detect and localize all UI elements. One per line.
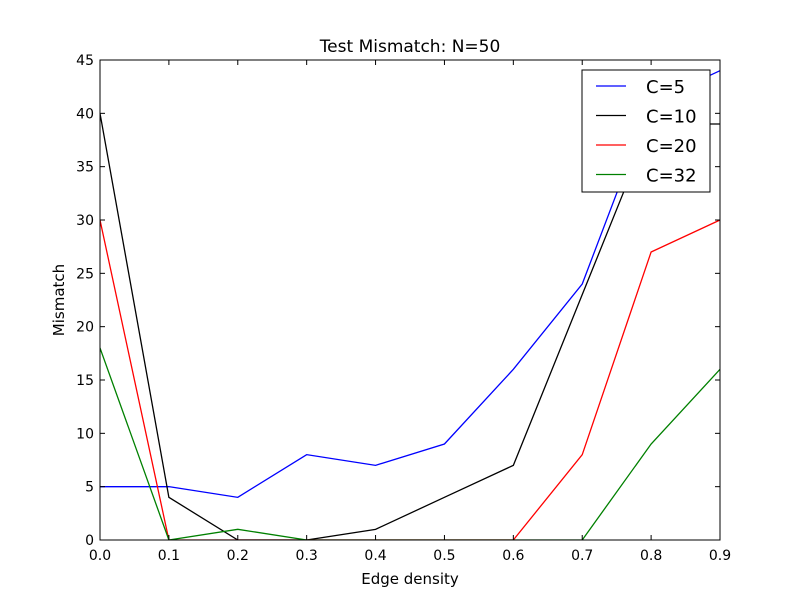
series-lines (100, 70, 720, 540)
y-tick-label: 5 (85, 480, 94, 496)
y-tick-label: 40 (76, 106, 94, 122)
legend-label-1: C=10 (646, 107, 697, 128)
legend: C=5 C=10 C=20 C=32 (581, 69, 711, 193)
legend-label-0: C=5 (646, 77, 685, 98)
x-tick-label: 0.7 (571, 548, 593, 564)
y-tick-label: 30 (76, 213, 94, 229)
y-tick-label: 45 (76, 53, 94, 69)
y-tick-label: 10 (76, 426, 94, 442)
x-tick-label: 0.2 (227, 548, 249, 564)
x-tick-label: 0.9 (709, 548, 731, 564)
x-tick-label: 0.6 (502, 548, 524, 564)
y-tick-label: 20 (76, 320, 94, 336)
x-tick-label: 0.0 (89, 548, 111, 564)
x-tick-label: 0.1 (158, 548, 180, 564)
legend-label-3: C=32 (646, 166, 697, 187)
series-line-3 (100, 347, 720, 540)
x-tick-label: 0.8 (640, 548, 662, 564)
series-line-2 (100, 219, 720, 540)
plot-frame (99, 59, 721, 541)
y-axis-label: Mismatch (50, 264, 68, 336)
x-tick-label: 0.4 (364, 548, 386, 564)
series-line-1 (100, 113, 720, 540)
legend-label-2: C=20 (646, 136, 697, 157)
x-tick-label: 0.5 (433, 548, 455, 564)
y-tick-label: 35 (76, 160, 94, 176)
legend-box (581, 69, 711, 193)
y-tick-label: 15 (76, 373, 94, 389)
x-tick-label: 0.3 (296, 548, 318, 564)
x-axis-label: Edge density (361, 570, 459, 588)
y-tick-label: 25 (76, 266, 94, 282)
series-line-0 (100, 70, 720, 499)
axes: 0.0 0.1 0.2 0.3 0.4 0.5 0.6 0.7 0.8 0.9 0 5 10 15 20 25… (76, 53, 731, 564)
chart-title: Test Mismatch: N=50 (319, 37, 501, 57)
plot-area (100, 70, 720, 540)
y-tick-label: 0 (85, 533, 94, 549)
